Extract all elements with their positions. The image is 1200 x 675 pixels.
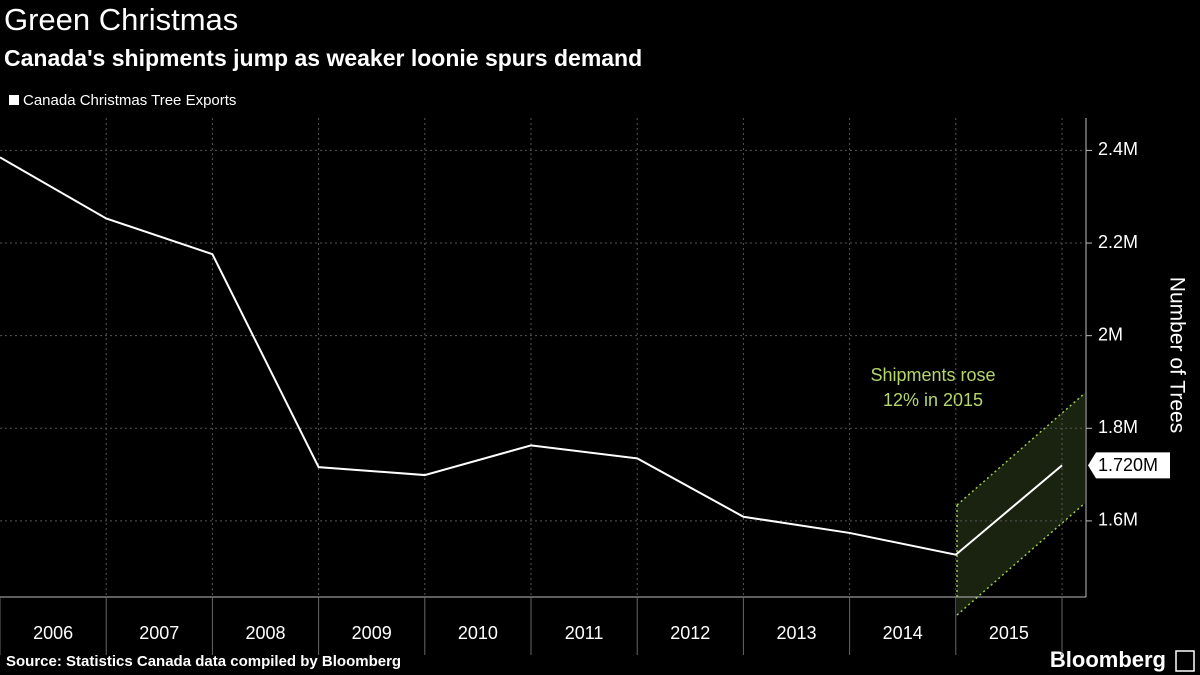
x-tick-label: 2010 <box>458 623 498 643</box>
annotation: Shipments rose <box>870 365 995 385</box>
x-tick-label: 2006 <box>33 623 73 643</box>
legend-label: Canada Christmas Tree Exports <box>23 92 236 109</box>
legend-swatch <box>9 95 19 105</box>
chart-subtitle: Canada's shipments jump as weaker loonie… <box>4 45 642 71</box>
x-tick-label: 2009 <box>352 623 392 643</box>
x-tick-label: 2014 <box>883 623 923 643</box>
y-tick-label: 2.4M <box>1098 139 1138 159</box>
value-label: 1.720M <box>1098 455 1158 475</box>
y-tick-label: 2M <box>1098 324 1123 344</box>
x-tick-label: 2013 <box>776 623 816 643</box>
highlight-edge <box>956 392 1086 506</box>
series-line <box>0 156 1063 556</box>
brand-icon <box>1175 650 1195 672</box>
x-tick-label: 2007 <box>139 623 179 643</box>
value-label-box <box>1088 452 1170 479</box>
x-tick-label: 2015 <box>989 623 1029 643</box>
chart-title: Green Christmas <box>4 2 238 37</box>
y-axis-title: Number of Trees <box>1165 277 1188 433</box>
x-tick-label: 2008 <box>245 623 285 643</box>
highlight-edge <box>956 502 1086 616</box>
annotation: 12% in 2015 <box>883 390 983 410</box>
y-tick-label: 1.6M <box>1098 510 1138 530</box>
brand: Bloomberg <box>1050 647 1166 672</box>
y-tick-label: 2.2M <box>1098 232 1138 252</box>
highlight-band <box>957 393 1085 615</box>
x-tick-label: 2012 <box>670 623 710 643</box>
x-tick-label: 2011 <box>565 623 604 643</box>
y-tick-label: 1.8M <box>1098 417 1138 437</box>
source: Source: Statistics Canada data compiled … <box>6 653 401 670</box>
